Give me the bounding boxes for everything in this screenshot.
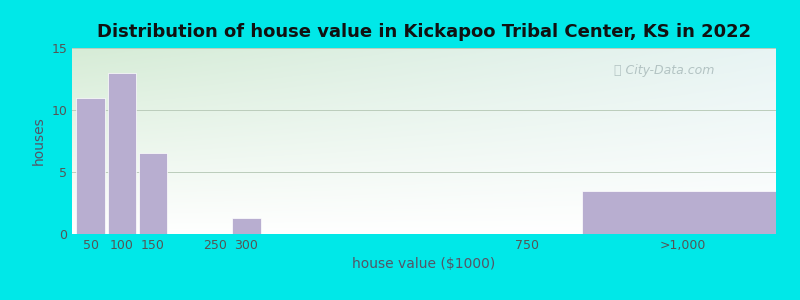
Y-axis label: houses: houses — [32, 117, 46, 165]
Bar — [582, 190, 783, 234]
Bar — [138, 153, 167, 234]
X-axis label: house value ($1000): house value ($1000) — [352, 257, 496, 272]
Title: Distribution of house value in Kickapoo Tribal Center, KS in 2022: Distribution of house value in Kickapoo … — [97, 23, 751, 41]
Text: ⓘ City-Data.com: ⓘ City-Data.com — [614, 64, 714, 77]
Bar — [232, 218, 261, 234]
Bar — [76, 98, 105, 234]
Bar — [107, 73, 136, 234]
